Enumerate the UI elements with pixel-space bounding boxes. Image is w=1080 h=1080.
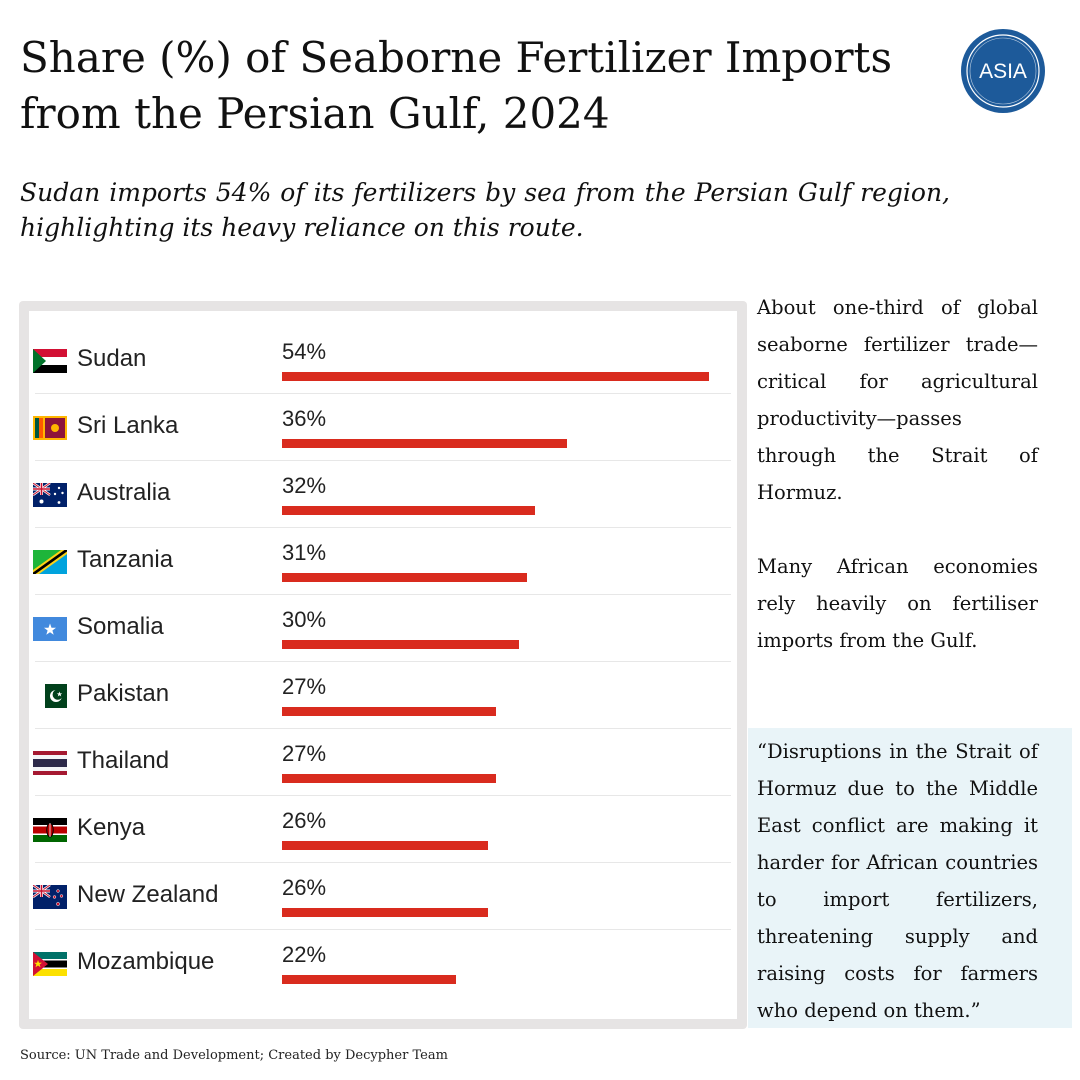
bar-row-pakistan: Pakistan 27%: [29, 662, 737, 729]
category-label-kenya: Kenya: [77, 814, 146, 841]
bar-somalia: [282, 640, 520, 649]
bar-row-australia: Australia 32%: [29, 461, 737, 528]
chart-frame: Sudan 54% Sri Lanka 36% Australia 32% Tanzania…: [19, 301, 747, 1029]
category-label-sudan: Sudan: [77, 345, 147, 372]
row-divider: [35, 795, 731, 796]
mozambique-flag-icon: [33, 952, 67, 976]
bar-thailand: [282, 774, 496, 783]
bar-tanzania: [282, 573, 528, 582]
kenya-flag-icon: [33, 818, 67, 842]
bar-mozambique: [282, 975, 456, 984]
sudan-flag-icon: [33, 349, 67, 373]
row-divider: [35, 460, 731, 461]
category-label-thailand: Thailand: [77, 747, 170, 774]
category-label-australia: Australia: [77, 479, 171, 506]
bar-pakistan: [282, 707, 496, 716]
logo-text: ASIA: [979, 60, 1027, 83]
category-label-mozambique: Mozambique: [77, 948, 215, 975]
subtitle: Sudan imports 54% of its fertilizers by …: [20, 178, 950, 242]
bar-row-tanzania: Tanzania 31%: [29, 528, 737, 595]
bar-new-zealand: [282, 908, 488, 917]
somalia-flag-icon: [33, 617, 67, 641]
asia-logo-icon: ASIA: [960, 28, 1046, 114]
row-divider: [35, 728, 731, 729]
bar-australia: [282, 506, 536, 515]
bar-chart: Sudan 54% Sri Lanka 36% Australia 32% Tanzania…: [29, 311, 737, 1019]
bar-row-somalia: Somalia 30%: [29, 595, 737, 662]
data-label-mozambique: 22%: [282, 942, 327, 967]
tanzania-flag-icon: [33, 550, 67, 574]
data-label-sudan: 54%: [282, 339, 327, 364]
new-zealand-flag-icon: [33, 885, 67, 909]
data-label-new-zealand: 26%: [282, 875, 327, 900]
row-divider: [35, 393, 731, 394]
row-divider: [35, 929, 731, 930]
bar-sudan: [282, 372, 709, 381]
data-label-somalia: 30%: [282, 607, 327, 632]
category-label-tanzania: Tanzania: [77, 546, 174, 573]
bar-row-mozambique: Mozambique 22%: [29, 930, 737, 997]
source-note: Source: UN Trade and Development; Create…: [20, 1048, 448, 1063]
category-label-pakistan: Pakistan: [77, 680, 170, 707]
thailand-flag-icon: [33, 751, 67, 775]
side-paragraph-africa: Many African economies rely heavily on f…: [757, 555, 1038, 652]
side-paragraph-hormuz: About one-third of global seaborne ferti…: [757, 296, 1038, 504]
category-label-sri-lanka: Sri Lanka: [77, 412, 179, 439]
row-divider: [35, 527, 731, 528]
bar-row-sri-lanka: Sri Lanka 36%: [29, 394, 737, 461]
sri-lanka-flag-icon: [33, 416, 67, 440]
data-label-kenya: 26%: [282, 808, 327, 833]
page-title: Share (%) of Seaborne Fertilizer Imports…: [20, 33, 892, 138]
data-label-tanzania: 31%: [282, 540, 327, 565]
row-divider: [35, 862, 731, 863]
bar-kenya: [282, 841, 488, 850]
australia-flag-icon: [33, 483, 67, 507]
category-label-new-zealand: New Zealand: [77, 881, 219, 908]
data-label-thailand: 27%: [282, 741, 327, 766]
quote-text: “Disruptions in the Strait of Hormuz due…: [757, 740, 1038, 1022]
data-label-australia: 32%: [282, 473, 327, 498]
bar-row-new-zealand: New Zealand 26%: [29, 863, 737, 930]
row-divider: [35, 661, 731, 662]
bar-row-kenya: Kenya 26%: [29, 796, 737, 863]
bar-row-thailand: Thailand 27%: [29, 729, 737, 796]
data-label-pakistan: 27%: [282, 674, 327, 699]
row-divider: [35, 594, 731, 595]
category-label-somalia: Somalia: [77, 613, 164, 640]
pakistan-flag-icon: [33, 684, 67, 708]
data-label-sri-lanka: 36%: [282, 406, 327, 431]
bar-row-sudan: Sudan 54%: [29, 327, 737, 394]
quote-box: “Disruptions in the Strait of Hormuz due…: [748, 728, 1072, 1028]
bar-sri-lanka: [282, 439, 567, 448]
